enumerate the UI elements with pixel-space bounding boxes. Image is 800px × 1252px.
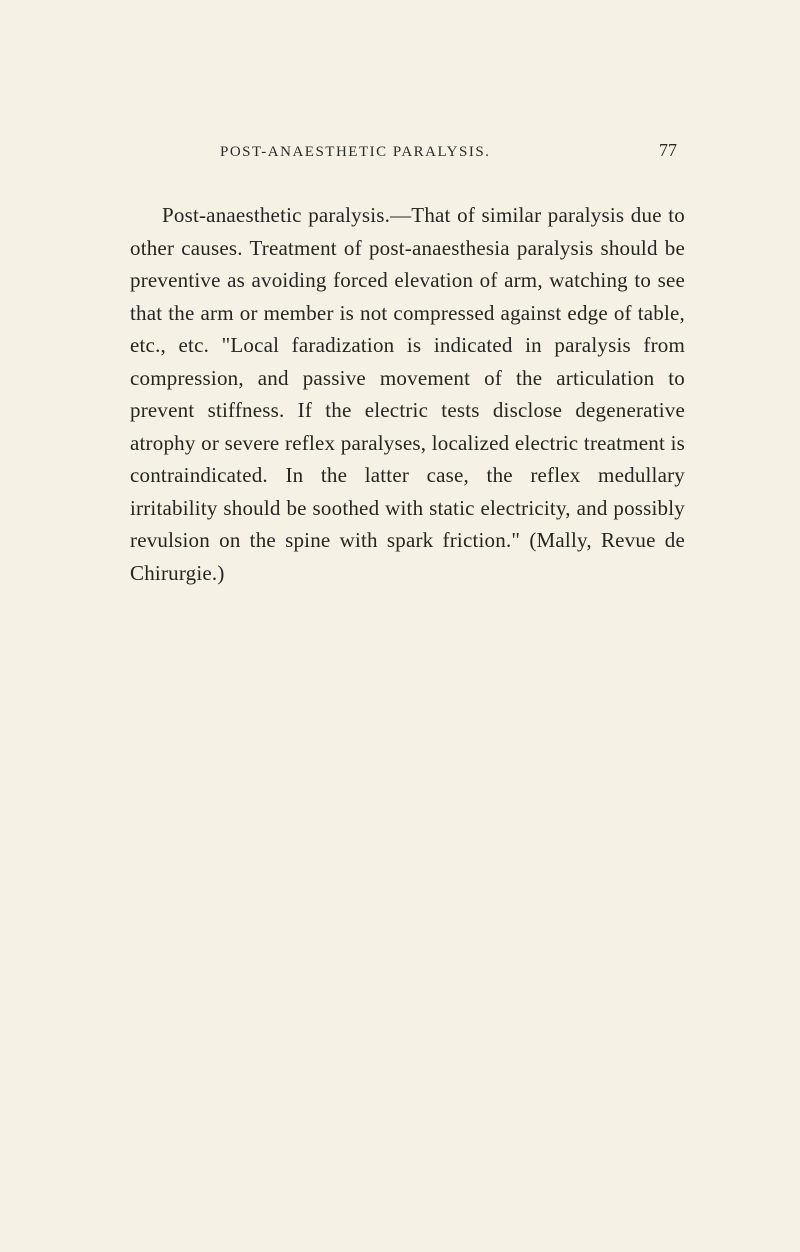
document-page: POST-ANAESTHETIC PARALYSIS. 77 Post-anae…	[0, 0, 800, 650]
page-header: POST-ANAESTHETIC PARALYSIS. 77	[130, 140, 685, 161]
body-paragraph: Post-anaesthetic paralysis.—That of simi…	[130, 199, 685, 590]
header-title: POST-ANAESTHETIC PARALYSIS.	[220, 144, 490, 161]
page-number: 77	[659, 140, 677, 161]
